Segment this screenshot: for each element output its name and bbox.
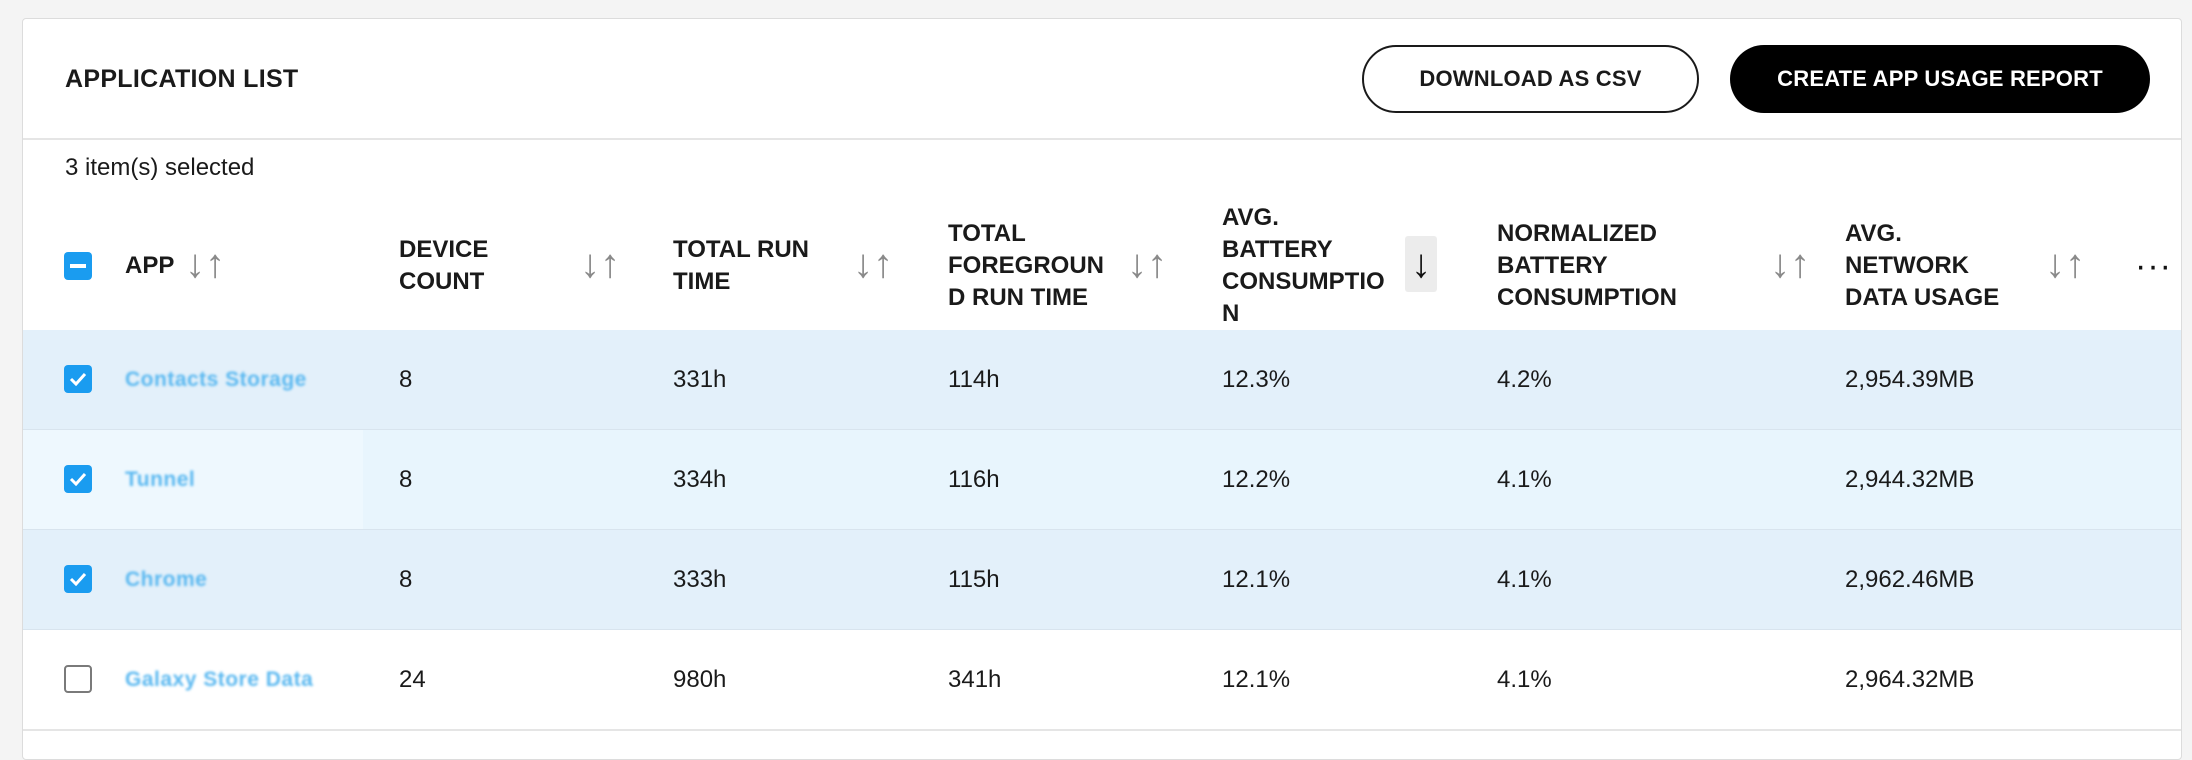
table-row[interactable]: Contacts Storage 8 331h 114h 12.3% 4.2% …	[23, 330, 2181, 431]
total-run-time-cell: 333h	[673, 565, 727, 593]
app-name-link[interactable]: Chrome	[125, 567, 208, 591]
device-count-cell: 8	[399, 365, 413, 393]
download-csv-button[interactable]: DOWNLOAD AS CSV	[1362, 45, 1699, 113]
column-label-total-foreground-run-time: TOTAL FOREGROUN D RUN TIME	[948, 220, 1104, 311]
normalized-battery-cell: 4.1%	[1497, 665, 1552, 693]
device-count-cell: 8	[399, 565, 413, 593]
sort-arrows-icon[interactable]: ↓↑	[2045, 241, 2085, 286]
card-header: APPLICATION LIST DOWNLOAD AS CSV CREATE …	[23, 19, 2181, 140]
normalized-battery-cell: 4.1%	[1497, 465, 1552, 493]
column-header-device-count: DEVICE COUNT	[399, 202, 549, 330]
table-row[interactable]: Chrome 8 333h 115h 12.1% 4.1% 2,962.46MB	[23, 530, 2181, 631]
table-header: APP ↓↑ DEVICE COUNT ↓↑ TOTAL RUN TIME ↓↑…	[23, 202, 2181, 332]
column-header-normalized-battery-consumption: NORMALIZED BATTERY CONSUMPTION	[1497, 202, 1697, 330]
row-checkbox[interactable]	[64, 365, 92, 393]
checkbox-checked-icon	[69, 572, 87, 586]
total-run-time-cell: 331h	[673, 365, 727, 393]
total-run-time-cell: 334h	[673, 465, 727, 493]
column-label-avg-battery-consumption: AVG. BATTERY CONSUMPTIO N	[1222, 204, 1385, 327]
more-horizontal-icon[interactable]: ···	[2135, 247, 2172, 285]
checkbox-indeterminate-icon	[70, 264, 86, 268]
column-label-avg-network-data-usage: AVG. NETWORK DATA USAGE	[1845, 220, 2000, 311]
create-app-usage-report-button[interactable]: CREATE APP USAGE REPORT	[1730, 45, 2150, 113]
avg-network-cell: 2,962.46MB	[1845, 565, 1975, 593]
select-all-checkbox[interactable]	[64, 252, 92, 280]
selection-count: 3 item(s) selected	[65, 154, 255, 181]
column-label-device-count: DEVICE COUNT	[399, 236, 489, 295]
checkbox-checked-icon	[69, 372, 87, 386]
sort-arrows-icon[interactable]: ↓↑	[580, 241, 620, 286]
column-header-total-run-time: TOTAL RUN TIME	[673, 202, 833, 330]
column-header-app: APP	[125, 202, 245, 330]
app-name-link[interactable]: Contacts Storage	[125, 367, 307, 391]
row-checkbox[interactable]	[64, 565, 92, 593]
table-row[interactable]: Galaxy Store Data 24 980h 341h 12.1% 4.1…	[23, 630, 2181, 731]
normalized-battery-cell: 4.2%	[1497, 365, 1552, 393]
total-foreground-run-time-cell: 115h	[948, 565, 1000, 593]
total-foreground-run-time-cell: 116h	[948, 465, 1000, 493]
avg-network-cell: 2,964.32MB	[1845, 665, 1975, 693]
checkbox-checked-icon	[69, 472, 87, 486]
application-list-card: APPLICATION LIST DOWNLOAD AS CSV CREATE …	[22, 18, 2182, 760]
column-header-avg-battery-consumption: AVG. BATTERY CONSUMPTIO N	[1222, 202, 1392, 330]
sort-arrows-icon[interactable]: ↓↑	[1770, 241, 1810, 286]
avg-battery-cell: 12.2%	[1222, 465, 1291, 493]
sort-descending-icon[interactable]: ↓	[1405, 236, 1437, 292]
avg-battery-cell: 12.1%	[1222, 565, 1291, 593]
column-label-total-run-time: TOTAL RUN TIME	[673, 236, 809, 295]
app-name-link[interactable]: Tunnel	[125, 467, 196, 491]
sort-arrows-icon[interactable]: ↓↑	[185, 241, 225, 286]
page-title: APPLICATION LIST	[65, 65, 299, 93]
total-run-time-cell: 980h	[673, 665, 727, 693]
avg-network-cell: 2,954.39MB	[1845, 365, 1975, 393]
total-foreground-run-time-cell: 341h	[948, 665, 1002, 693]
avg-network-cell: 2,944.32MB	[1845, 465, 1975, 493]
app-name-link[interactable]: Galaxy Store Data	[125, 667, 314, 691]
sort-arrows-icon[interactable]: ↓↑	[1127, 241, 1167, 286]
row-checkbox[interactable]	[64, 665, 92, 693]
sort-arrows-icon[interactable]: ↓↑	[853, 241, 893, 286]
avg-battery-cell: 12.1%	[1222, 665, 1291, 693]
row-checkbox[interactable]	[64, 465, 92, 493]
column-label-app: APP	[125, 252, 175, 279]
column-label-normalized-battery-consumption: NORMALIZED BATTERY CONSUMPTION	[1497, 220, 1677, 311]
column-header-avg-network-data-usage: AVG. NETWORK DATA USAGE	[1845, 202, 2005, 330]
total-foreground-run-time-cell: 114h	[948, 365, 1000, 393]
device-count-cell: 8	[399, 465, 413, 493]
avg-battery-cell: 12.3%	[1222, 365, 1291, 393]
table-row[interactable]: Tunnel 8 334h 116h 12.2% 4.1% 2,944.32MB	[23, 430, 2181, 531]
column-header-total-foreground-run-time: TOTAL FOREGROUN D RUN TIME	[948, 202, 1108, 330]
device-count-cell: 24	[399, 665, 426, 693]
normalized-battery-cell: 4.1%	[1497, 565, 1552, 593]
